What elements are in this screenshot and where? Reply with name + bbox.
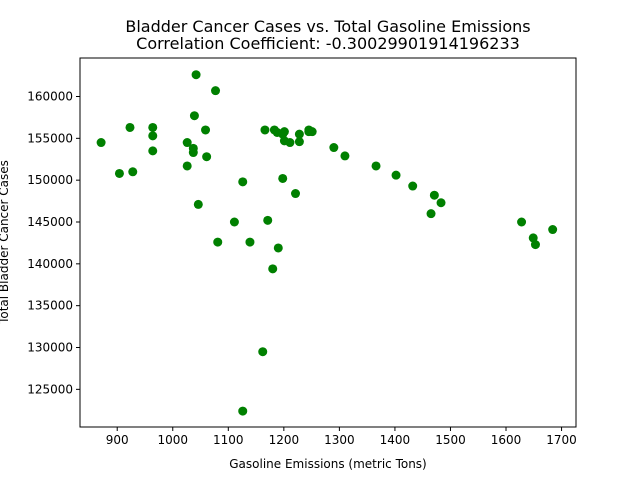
y-tick-label: 150000 [27, 173, 73, 187]
data-point [201, 125, 211, 135]
data-point [96, 138, 106, 148]
data-point [125, 122, 135, 132]
data-point [258, 347, 268, 357]
data-point [211, 86, 221, 96]
x-tick-label: 1500 [435, 433, 466, 447]
data-point [548, 225, 558, 235]
y-tick-label: 145000 [27, 215, 73, 229]
data-point [238, 406, 248, 416]
x-tick-label: 1400 [380, 433, 411, 447]
data-point [340, 151, 350, 161]
data-point [263, 215, 273, 225]
x-tick-label: 900 [106, 433, 129, 447]
x-tick-label: 1600 [491, 433, 522, 447]
data-point [148, 146, 158, 156]
x-tick-label: 1700 [546, 433, 577, 447]
x-axis-label: Gasoline Emissions (metric Tons) [229, 457, 426, 471]
data-point [294, 129, 304, 139]
data-point [260, 125, 270, 135]
data-point [245, 237, 255, 247]
data-point [182, 161, 192, 171]
x-axis: 900 1000 1100 1200 1300 1400 1500 1600 1700 [106, 427, 577, 447]
data-point [238, 177, 248, 187]
x-tick-label: 1000 [157, 433, 188, 447]
data-point [273, 243, 283, 253]
x-tick-label: 1300 [324, 433, 355, 447]
y-tick-label: 140000 [27, 257, 73, 271]
data-point [182, 138, 192, 148]
y-tick-label: 160000 [27, 89, 73, 103]
data-point [188, 148, 198, 158]
data-point [189, 111, 199, 121]
data-point [329, 143, 339, 153]
data-point [279, 127, 289, 137]
data-point [278, 173, 288, 183]
data-point [128, 167, 138, 177]
data-point [148, 122, 158, 132]
data-point [148, 131, 158, 141]
data-point [408, 181, 418, 191]
data-point [426, 209, 436, 219]
y-tick-label: 125000 [27, 382, 73, 396]
data-point [307, 127, 317, 137]
y-axis-label: Total Bladder Cancer Cases [0, 160, 11, 325]
data-point [285, 138, 295, 148]
y-tick-label: 135000 [27, 299, 73, 313]
y-tick-label: 130000 [27, 341, 73, 355]
data-point [268, 264, 278, 274]
x-tick-label: 1100 [213, 433, 244, 447]
data-point [193, 199, 203, 209]
data-point [229, 217, 239, 227]
y-tick-label: 155000 [27, 131, 73, 145]
chart-title: Bladder Cancer Cases vs. Total Gasoline … [125, 17, 530, 36]
x-tick-label: 1200 [269, 433, 300, 447]
data-point [213, 237, 223, 247]
data-point [191, 70, 201, 80]
data-point [114, 168, 124, 178]
data-point [530, 240, 540, 250]
data-point [436, 198, 446, 208]
data-point [429, 190, 439, 200]
plot-frame [79, 57, 577, 428]
data-point [371, 161, 381, 171]
data-point [294, 137, 304, 147]
data-point [202, 152, 212, 162]
chart-subtitle: Correlation Coefficient: -0.300299019141… [136, 34, 520, 53]
y-axis: 125000 130000 135000 140000 145000 150000 1550… [27, 89, 80, 396]
data-point [291, 189, 301, 199]
data-point [517, 217, 527, 227]
points-layer [96, 70, 558, 416]
data-point [391, 170, 401, 180]
